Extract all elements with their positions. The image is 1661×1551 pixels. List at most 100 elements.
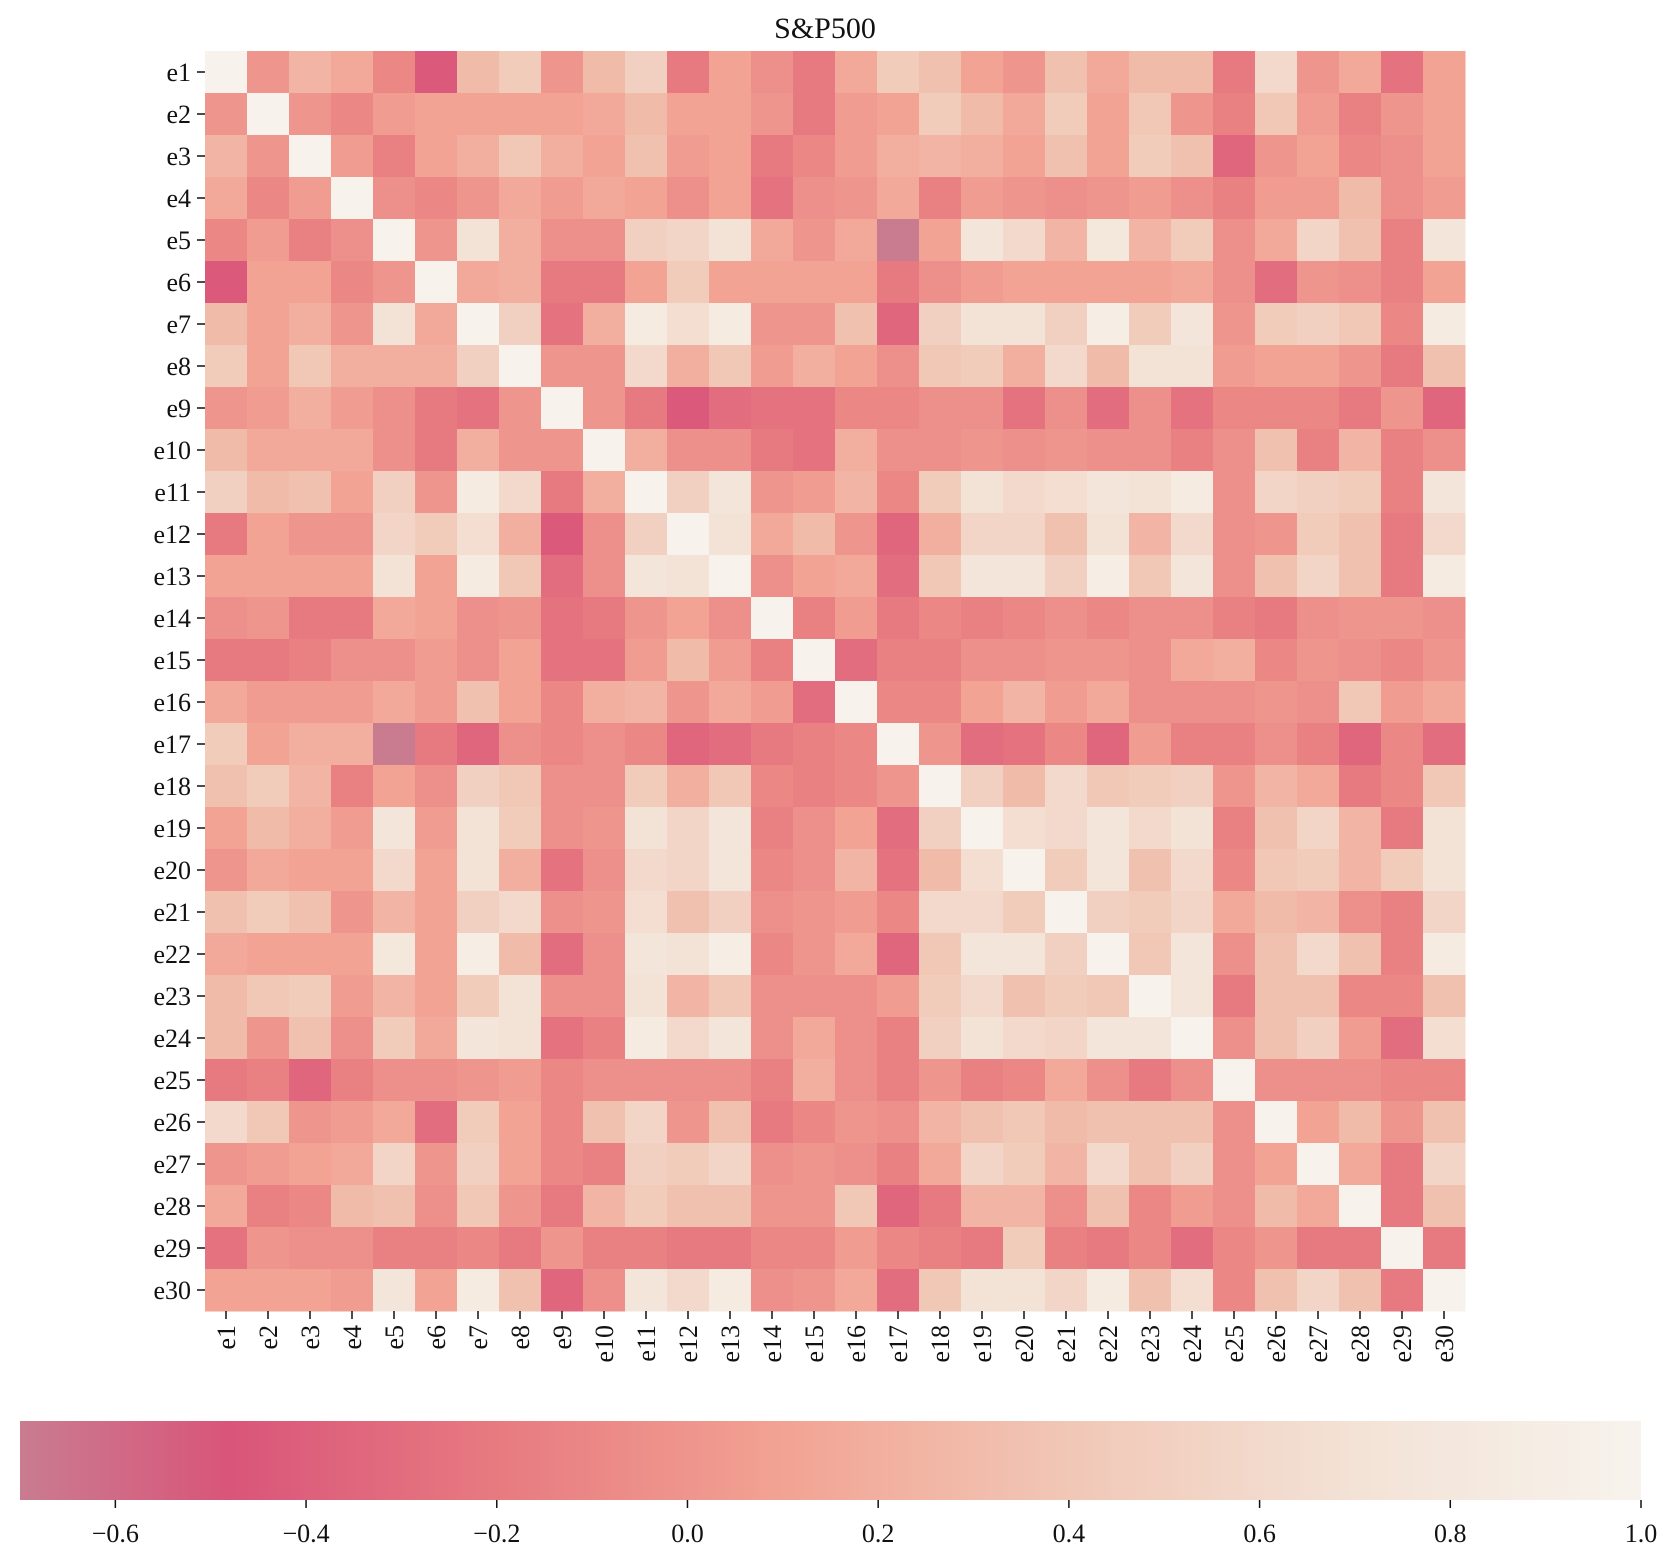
heatmap-cell xyxy=(331,891,374,934)
heatmap-cell xyxy=(541,135,584,178)
column-tick-label: e18 xyxy=(926,1325,955,1363)
heatmap-cell xyxy=(877,597,920,640)
heatmap-cell xyxy=(1423,513,1466,556)
column-tick-labels: e1 e2 e3 e4 e5 e6 e7 e8 e9 e10 e11 e12 e13 e14 e15 e16 e… xyxy=(212,1311,1459,1363)
row-tick-label: e30 xyxy=(153,1276,191,1305)
heatmap-cell xyxy=(1381,51,1424,94)
heatmap-cell xyxy=(709,51,752,94)
heatmap-cell xyxy=(205,1101,248,1144)
heatmap-cell xyxy=(919,555,962,598)
heatmap-cell xyxy=(583,597,626,640)
heatmap-cell xyxy=(1129,93,1172,136)
heatmap-cell xyxy=(625,1101,668,1144)
heatmap-cell xyxy=(1381,1269,1424,1312)
heatmap-cell xyxy=(835,1059,878,1102)
heatmap-cell xyxy=(373,513,416,556)
heatmap-cell xyxy=(709,345,752,388)
heatmap-cell xyxy=(373,429,416,472)
heatmap-cell xyxy=(247,639,290,682)
heatmap-cell xyxy=(1129,597,1172,640)
heatmap-cell xyxy=(1213,93,1256,136)
heatmap-cell xyxy=(625,975,668,1018)
heatmap-cell xyxy=(289,177,332,220)
heatmap-cell xyxy=(1171,429,1214,472)
heatmap-cell xyxy=(1087,1269,1130,1312)
heatmap-cell xyxy=(793,471,836,514)
heatmap-cell xyxy=(1129,1185,1172,1228)
heatmap-cell xyxy=(1129,891,1172,934)
heatmap-cell xyxy=(1423,429,1466,472)
heatmap-cell xyxy=(1339,1269,1382,1312)
heatmap-cell xyxy=(1045,429,1088,472)
heatmap-cell xyxy=(205,933,248,976)
heatmap-cell xyxy=(1255,723,1298,766)
heatmap-cell xyxy=(1003,93,1046,136)
heatmap-cell xyxy=(835,93,878,136)
heatmap-cell xyxy=(373,177,416,220)
heatmap-cell xyxy=(667,1185,710,1228)
heatmap-cell xyxy=(289,555,332,598)
heatmap-cell xyxy=(1381,387,1424,430)
heatmap-cell xyxy=(1003,1101,1046,1144)
heatmap-cell xyxy=(583,639,626,682)
heatmap-cell xyxy=(919,1143,962,1186)
heatmap-cell xyxy=(1297,807,1340,850)
heatmap-cell xyxy=(667,849,710,892)
heatmap-cell xyxy=(1423,765,1466,808)
heatmap-cell xyxy=(499,513,542,556)
heatmap-cell xyxy=(1003,219,1046,262)
heatmap-cell xyxy=(919,1059,962,1102)
heatmap-cell xyxy=(1213,303,1256,346)
heatmap-cell xyxy=(751,723,794,766)
heatmap-cell xyxy=(415,723,458,766)
heatmap-cell xyxy=(499,723,542,766)
heatmap-cell xyxy=(247,933,290,976)
heatmap-cell xyxy=(877,51,920,94)
heatmap-cell xyxy=(247,1101,290,1144)
heatmap-cell xyxy=(1339,261,1382,304)
heatmap-cell xyxy=(1423,639,1466,682)
heatmap-cell xyxy=(373,933,416,976)
heatmap-cell xyxy=(583,345,626,388)
heatmap-cell xyxy=(289,1185,332,1228)
heatmap-cell xyxy=(1129,1059,1172,1102)
heatmap-cell xyxy=(373,387,416,430)
heatmap-cell xyxy=(1381,891,1424,934)
heatmap-cell xyxy=(499,51,542,94)
heatmap-cell xyxy=(793,345,836,388)
heatmap-cell xyxy=(1297,933,1340,976)
heatmap-cell xyxy=(877,765,920,808)
column-tick-label: e21 xyxy=(1052,1325,1081,1363)
heatmap-cell xyxy=(1381,303,1424,346)
row-tick-label: e18 xyxy=(153,772,191,801)
heatmap-cell xyxy=(625,303,668,346)
heatmap-cell xyxy=(667,261,710,304)
heatmap-cell xyxy=(1297,555,1340,598)
heatmap-cell xyxy=(835,555,878,598)
heatmap-cell xyxy=(1297,261,1340,304)
heatmap-cell xyxy=(961,51,1004,94)
heatmap-cell xyxy=(1339,1227,1382,1270)
heatmap-cell xyxy=(709,807,752,850)
heatmap-cell xyxy=(1171,681,1214,724)
heatmap-cell xyxy=(499,1017,542,1060)
heatmap-cell xyxy=(1213,1269,1256,1312)
row-tick-label: e7 xyxy=(166,310,191,339)
heatmap-cell xyxy=(919,135,962,178)
heatmap-cell xyxy=(1045,1059,1088,1102)
heatmap-cell xyxy=(499,849,542,892)
heatmap-cell xyxy=(331,1101,374,1144)
heatmap-cell xyxy=(667,765,710,808)
heatmap-cell xyxy=(919,1101,962,1144)
heatmap-cell xyxy=(625,723,668,766)
heatmap-cell xyxy=(919,891,962,934)
column-tick-label: e26 xyxy=(1262,1325,1291,1363)
heatmap-cell xyxy=(877,723,920,766)
heatmap-cell xyxy=(247,891,290,934)
heatmap-cell xyxy=(1213,345,1256,388)
heatmap-cell xyxy=(877,1101,920,1144)
heatmap-cell xyxy=(205,765,248,808)
heatmap-cell xyxy=(457,765,500,808)
heatmap-cell xyxy=(457,177,500,220)
heatmap-cell xyxy=(499,1101,542,1144)
